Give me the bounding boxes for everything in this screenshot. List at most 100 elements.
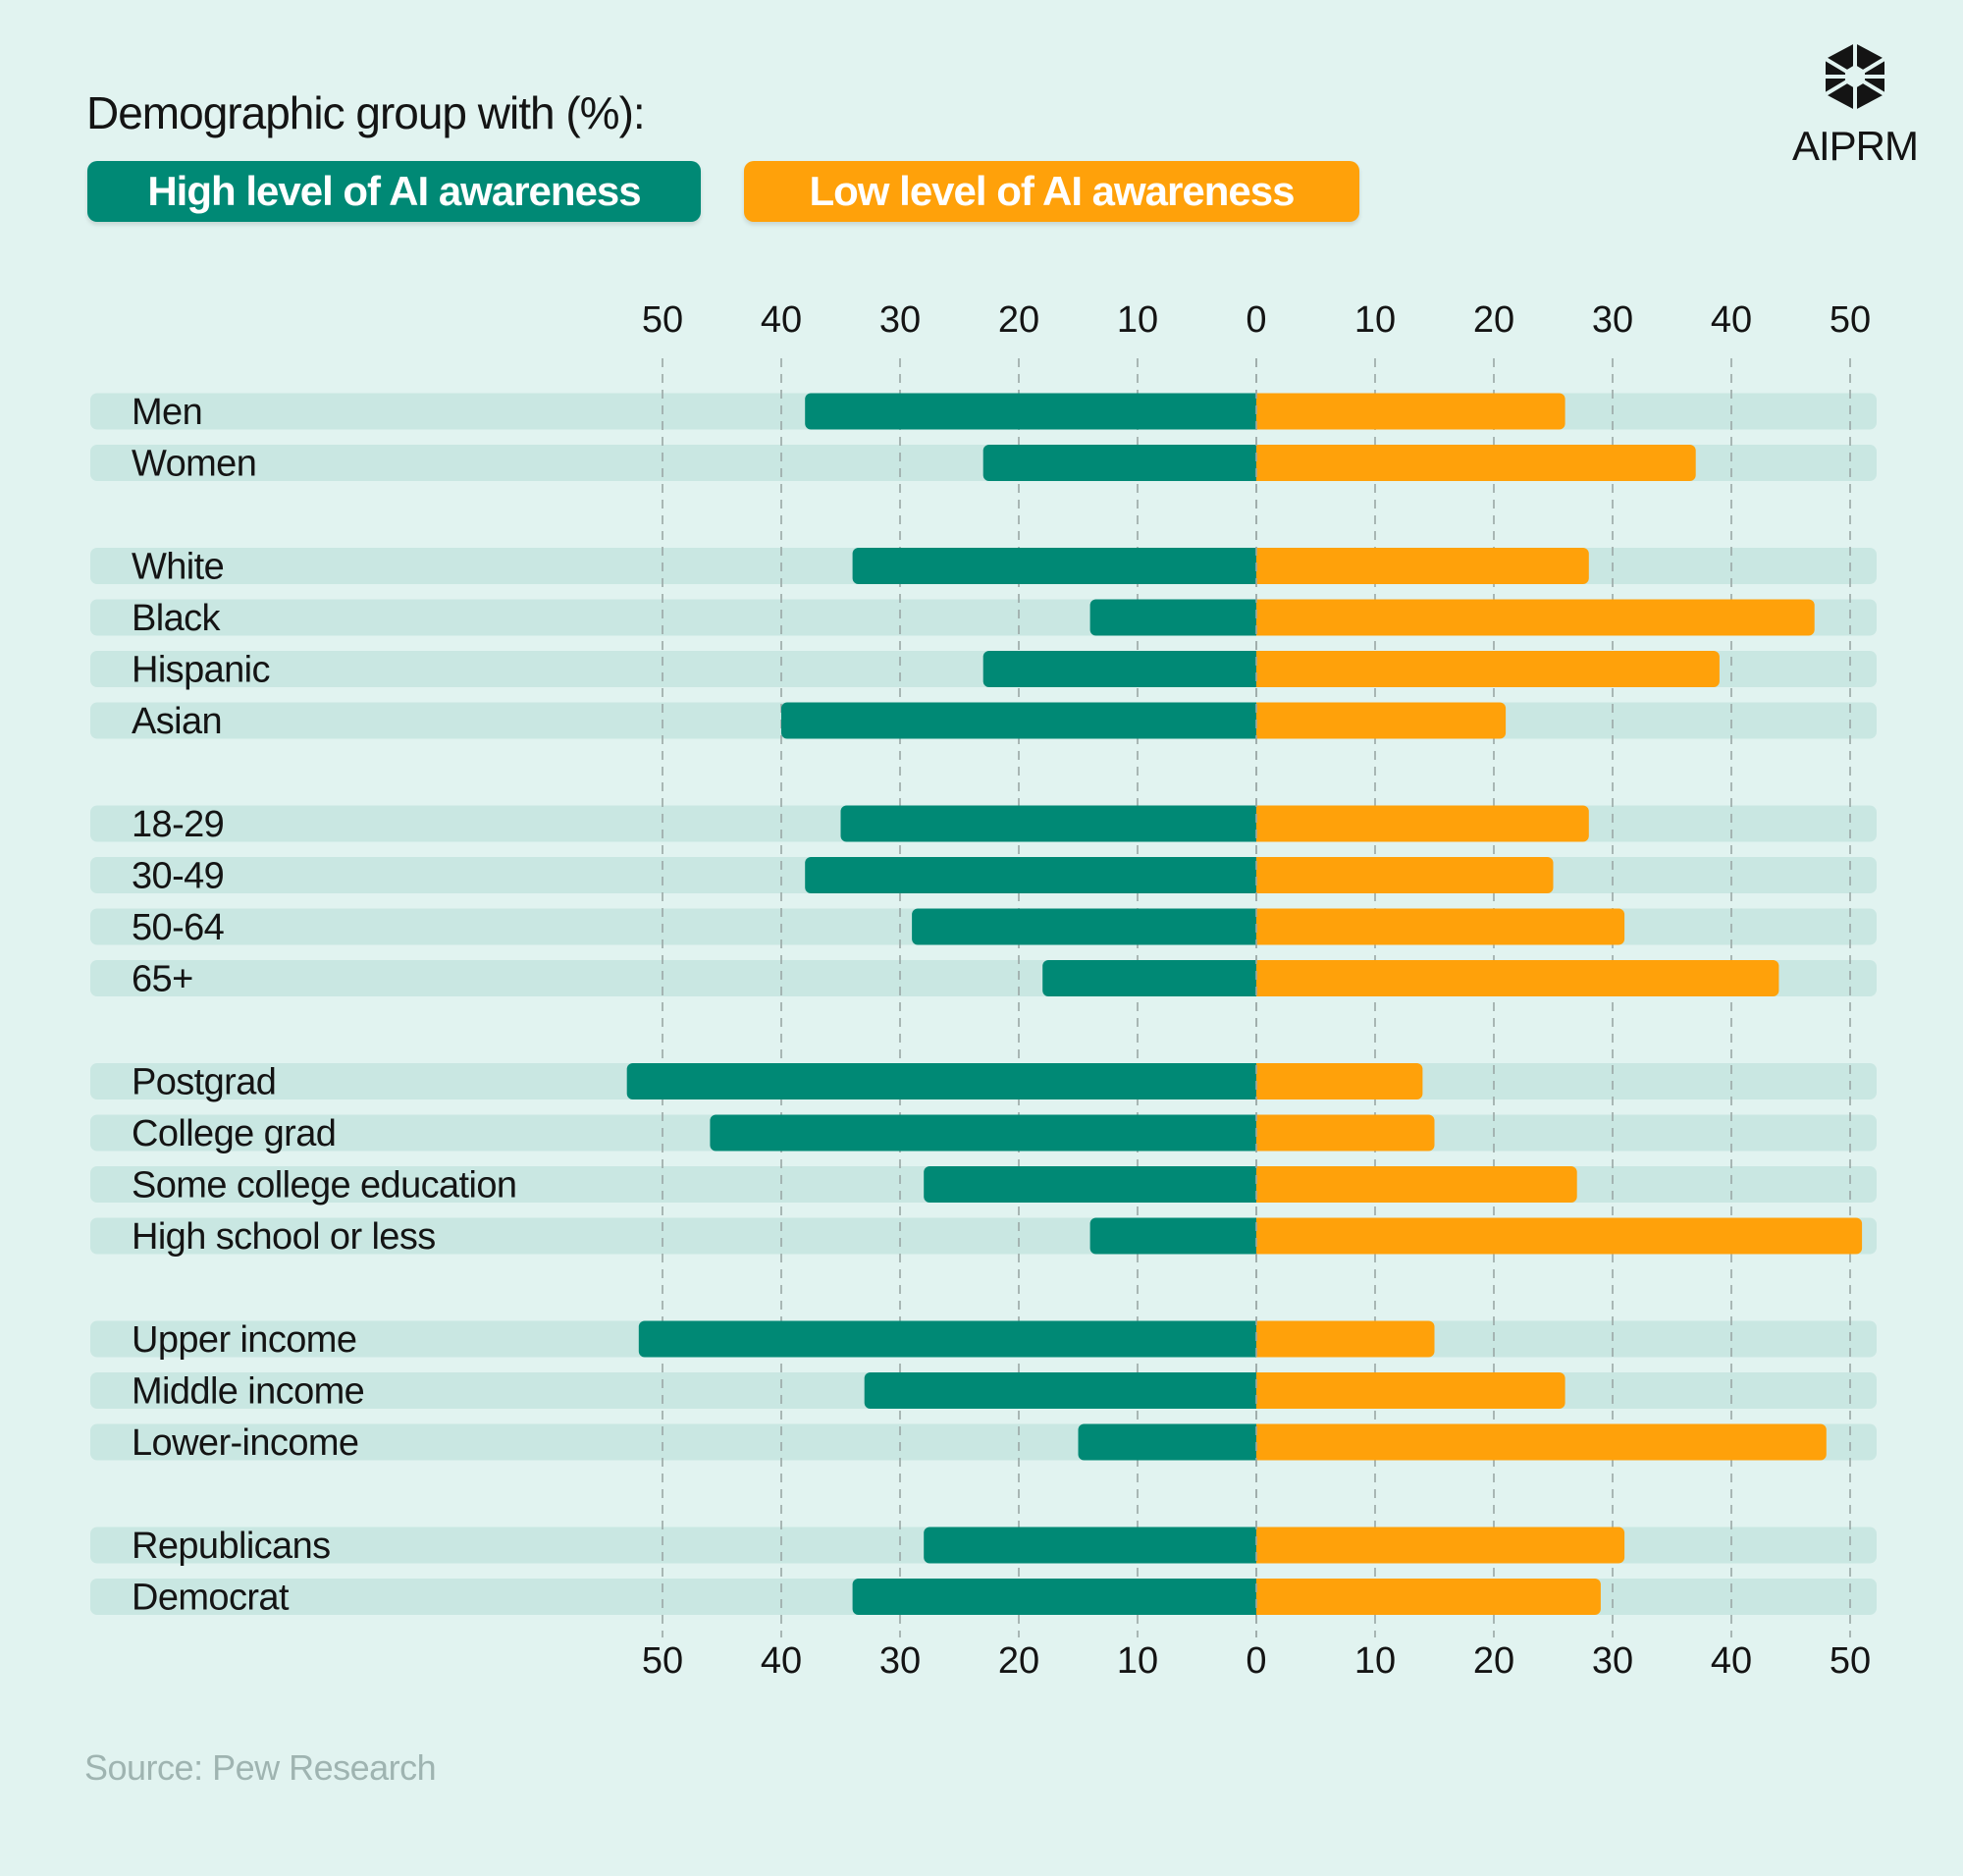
bar-low [1256, 1579, 1601, 1615]
bar-low [1256, 1423, 1827, 1461]
category-label: Asian [132, 701, 222, 742]
bar-low-joint [1256, 445, 1264, 481]
chart-heading: Demographic group with (%): [86, 87, 646, 138]
bar-high [626, 1063, 1262, 1099]
category-label: Some college education [132, 1165, 516, 1206]
bar-high-joint [1248, 1217, 1256, 1255]
bar-high-joint [1248, 445, 1256, 481]
tick-label-top: 10 [1117, 299, 1158, 341]
bar-low-joint [1256, 1320, 1264, 1358]
bar-low-joint [1256, 599, 1264, 636]
bar-low-joint [1256, 393, 1264, 430]
bar-low [1256, 1320, 1435, 1358]
bar-high-joint [1248, 1063, 1256, 1099]
bar-high-joint [1248, 702, 1256, 739]
tick-label-top: 50 [1830, 299, 1871, 341]
tick-label-bottom: 30 [1592, 1640, 1633, 1682]
tick-label-bottom: 30 [879, 1640, 921, 1682]
category-label: Women [132, 444, 256, 485]
bar-low-joint [1256, 805, 1264, 842]
bar-low-joint [1256, 1114, 1264, 1152]
category-label: College grad [132, 1113, 336, 1154]
bar-high-joint [1248, 805, 1256, 842]
tick-label-top: 30 [1592, 299, 1633, 341]
bar-low [1256, 960, 1779, 996]
category-label: 30-49 [132, 856, 224, 897]
bar-high-joint [1248, 908, 1256, 945]
brand-logo: AIPRM [1777, 39, 1934, 170]
bar-low [1256, 1063, 1423, 1099]
bar-high [852, 548, 1262, 584]
bar-high [1042, 960, 1262, 996]
tick-label-top: 30 [879, 299, 921, 341]
bar-low-joint [1256, 1063, 1264, 1099]
bar-high [781, 702, 1262, 739]
bar-high [864, 1372, 1262, 1409]
bar-high [982, 651, 1262, 687]
bar-low-joint [1256, 1423, 1264, 1461]
bar-high-joint [1248, 960, 1256, 996]
bar-high-joint [1248, 599, 1256, 636]
bar-low [1256, 445, 1696, 481]
bar-high [924, 1527, 1262, 1564]
bar-low-joint [1256, 908, 1264, 945]
bar-low-joint [1256, 548, 1264, 584]
tick-label-bottom: 40 [761, 1640, 802, 1682]
bar-high [1078, 1423, 1262, 1461]
bar-high-joint [1248, 1579, 1256, 1615]
category-label: Lower-income [132, 1422, 358, 1464]
bar-low [1256, 1166, 1577, 1203]
bar-low-joint [1256, 702, 1264, 739]
tick-label-top: 40 [761, 299, 802, 341]
category-label: Black [132, 598, 222, 639]
tick-label-top: 10 [1354, 299, 1396, 341]
bar-low-joint [1256, 1166, 1264, 1203]
bar-low [1256, 651, 1720, 687]
category-label: Hispanic [132, 650, 270, 691]
category-label: Democrat [132, 1578, 290, 1619]
bar-high-joint [1248, 548, 1256, 584]
bar-low-joint [1256, 1527, 1264, 1564]
bar-high [1089, 599, 1262, 636]
tick-label-top: 0 [1246, 299, 1266, 341]
bar-high [638, 1320, 1262, 1358]
bar-high-joint [1248, 1423, 1256, 1461]
logo-wordmark: AIPRM [1791, 123, 1919, 169]
bar-low [1256, 805, 1589, 842]
bar-high-joint [1248, 1527, 1256, 1564]
bar-high [912, 908, 1262, 945]
bar-high [1089, 1217, 1262, 1255]
category-label: Republicans [132, 1526, 331, 1567]
bar-low-joint [1256, 1217, 1264, 1255]
bar-low-joint [1256, 857, 1264, 893]
bar-high [805, 393, 1262, 430]
bar-low [1256, 393, 1565, 430]
tick-label-bottom: 10 [1117, 1640, 1158, 1682]
category-label: High school or less [132, 1216, 436, 1258]
bar-low-joint [1256, 651, 1264, 687]
tick-label-bottom: 50 [1830, 1640, 1871, 1682]
bar-low-joint [1256, 960, 1264, 996]
bar-low [1256, 1372, 1565, 1409]
category-label: Men [132, 392, 202, 433]
bar-high [982, 445, 1262, 481]
aiprm-logo-icon [1824, 43, 1886, 110]
tick-label-bottom: 10 [1354, 1640, 1396, 1682]
legend-low-awareness: Low level of AI awareness [744, 161, 1359, 222]
tick-label-bottom: 50 [642, 1640, 683, 1682]
bar-low [1256, 1527, 1625, 1564]
legend-high-awareness: High level of AI awareness [87, 161, 701, 222]
bar-low [1256, 702, 1507, 739]
bar-low [1256, 548, 1589, 584]
bar-low-joint [1256, 1579, 1264, 1615]
tick-label-top: 20 [1473, 299, 1514, 341]
bar-low [1256, 599, 1815, 636]
tick-label-bottom: 0 [1246, 1640, 1266, 1682]
category-label: 50-64 [132, 907, 225, 948]
bar-low [1256, 857, 1554, 893]
bar-high [924, 1166, 1262, 1203]
bar-high-joint [1248, 1372, 1256, 1409]
bar-high [840, 805, 1262, 842]
category-label: Middle income [132, 1371, 364, 1413]
bar-low [1256, 908, 1625, 945]
